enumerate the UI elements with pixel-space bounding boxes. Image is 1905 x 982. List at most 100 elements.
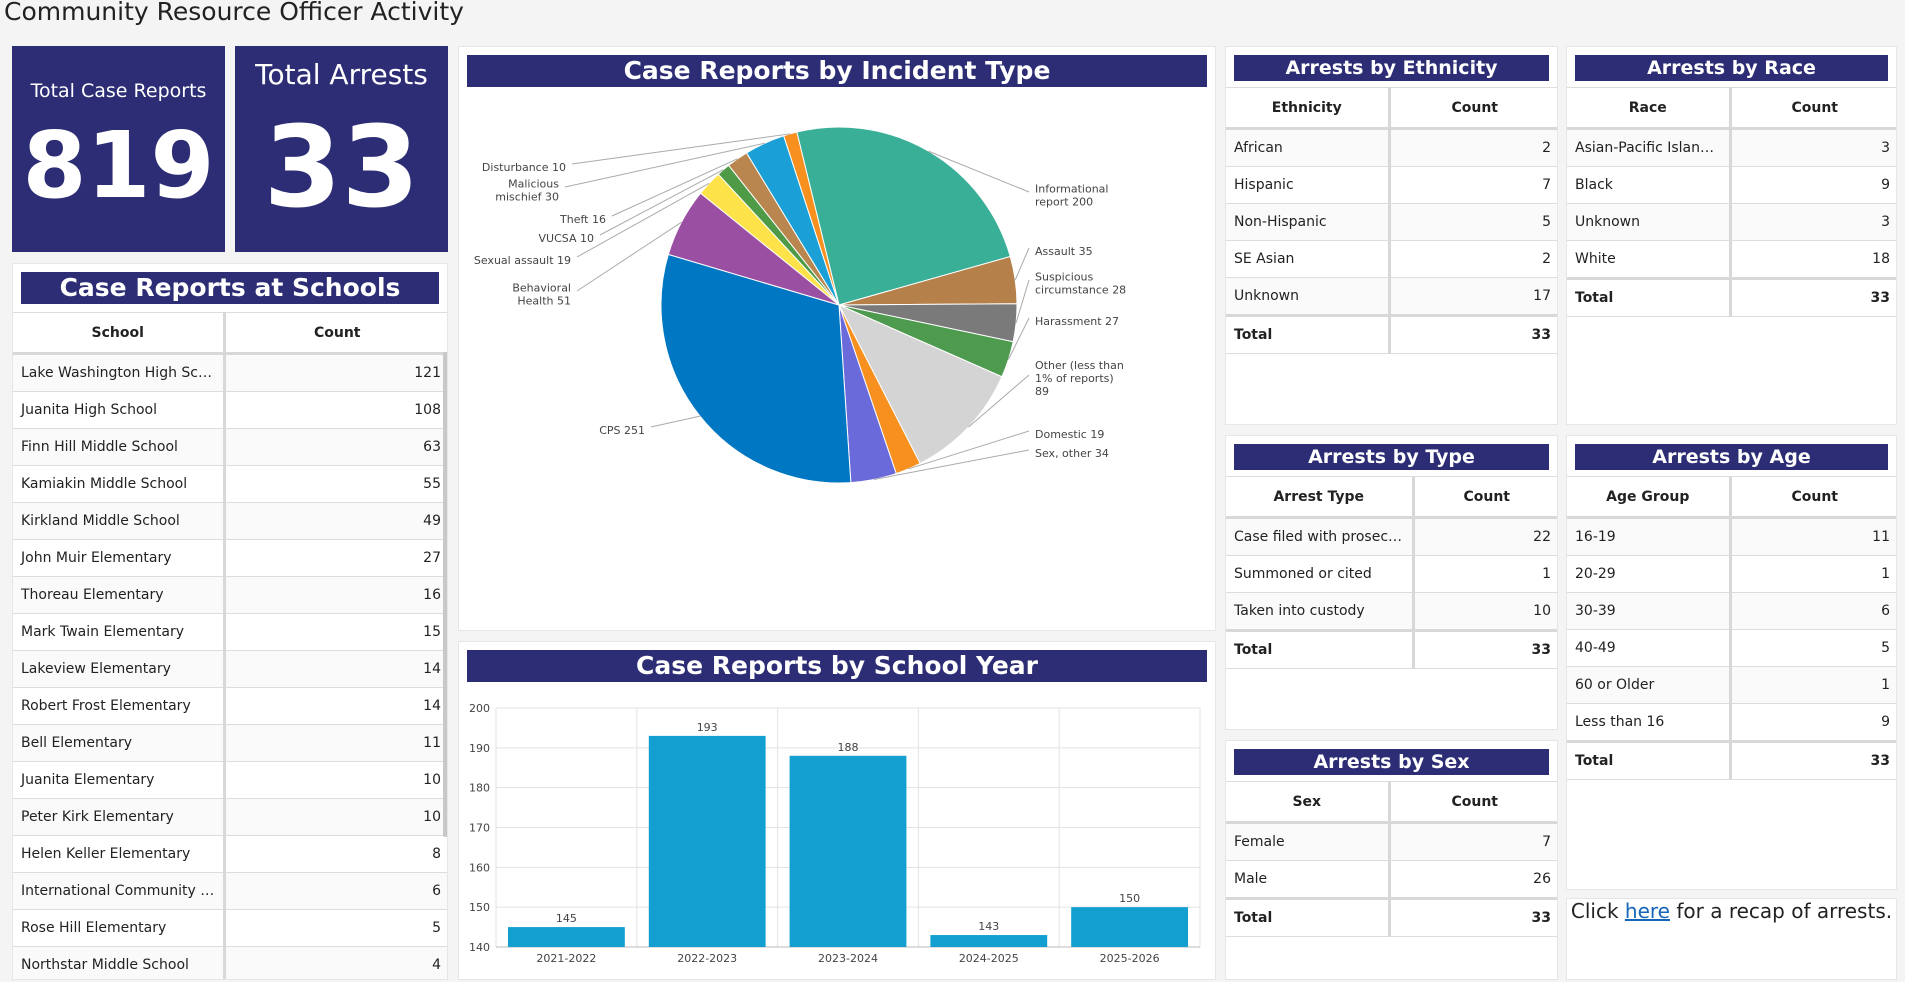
- pie-label: Assault 35: [1035, 245, 1093, 258]
- bar-value-label: 188: [838, 741, 859, 754]
- type-panel: Arrests by Type Arrest Type Count Case fil…: [1225, 435, 1558, 730]
- race-panel: Arrests by Race Race Count Asian-Pacific I…: [1566, 46, 1897, 425]
- row-label: Hispanic: [1226, 166, 1389, 204]
- row-count: 1: [1728, 666, 1896, 704]
- school-count: 14: [222, 687, 447, 725]
- bar-2024-2025[interactable]: [930, 935, 1048, 947]
- school-count: 49: [222, 502, 447, 540]
- column-header[interactable]: Count: [1411, 476, 1557, 519]
- y-tick-label: 140: [469, 941, 490, 954]
- column-header[interactable]: Count: [1728, 476, 1896, 519]
- bar-2022-2023[interactable]: [648, 735, 766, 947]
- table-row: Non-Hispanic 5: [1226, 203, 1557, 241]
- column-header[interactable]: Count: [1387, 87, 1557, 130]
- pie-slice-cps[interactable]: [660, 253, 852, 484]
- row-count: 22: [1411, 517, 1557, 556]
- column-header[interactable]: Count: [1387, 781, 1557, 824]
- pie-leader-line: [968, 374, 1030, 428]
- pie-label: Disturbance 10: [482, 161, 566, 174]
- sex-panel: Arrests by Sex Sex Count Female 7 Male 26 Tota…: [1225, 740, 1558, 980]
- pie-label: Informational report 200: [1035, 183, 1108, 209]
- table-row: Male 26: [1226, 860, 1557, 899]
- school-year-bar-chart: 140 150 160 170 180 190 200 145 2021-2022 193 2022…: [469, 702, 1201, 965]
- row-label: African: [1226, 128, 1389, 167]
- total-count: 33: [1728, 277, 1896, 317]
- school-name: Juanita High School: [13, 391, 224, 429]
- school-count: 6: [222, 872, 447, 910]
- table-row: 20-29 1: [1567, 555, 1896, 593]
- ethnicity-title: Arrests by Ethnicity: [1234, 55, 1549, 81]
- school-name: Peter Kirk Elementary: [13, 798, 224, 836]
- column-header-count[interactable]: Count: [222, 312, 447, 355]
- total-count: 33: [1411, 629, 1557, 669]
- row-label: Taken into custody: [1226, 592, 1413, 631]
- school-count: 27: [222, 539, 447, 577]
- table-row: Unknown 3: [1567, 203, 1896, 241]
- column-header[interactable]: Ethnicity: [1226, 87, 1389, 130]
- school-name: Lakeview Elementary: [13, 650, 224, 688]
- row-label: Unknown: [1226, 277, 1389, 316]
- table-row: Mark Twain Elementary 15: [13, 613, 447, 651]
- total-row: Total 33: [1226, 314, 1557, 354]
- table-row: Case filed with prosecutor 22: [1226, 517, 1557, 556]
- row-count: 26: [1387, 860, 1557, 899]
- column-header[interactable]: Race: [1567, 87, 1730, 130]
- ethnicity-table: Ethnicity Count African 2 Hispanic 7 Non-Hispa…: [1226, 87, 1557, 354]
- race-title: Arrests by Race: [1575, 55, 1888, 81]
- bar-2021-2022[interactable]: [508, 927, 625, 947]
- pie-leader-line: [1007, 317, 1030, 360]
- table-row: Bell Elementary 11: [13, 724, 447, 762]
- table-row: 60 or Older 1: [1567, 666, 1896, 704]
- school-name: Robert Frost Elementary: [13, 687, 224, 725]
- school-name: International Community Sc...: [13, 872, 224, 910]
- pie-label: Other (less than 1% of reports) 89: [1035, 359, 1124, 398]
- table-row: Robert Frost Elementary 14: [13, 687, 447, 725]
- table-row: Juanita Elementary 10: [13, 761, 447, 799]
- school-count: 15: [222, 613, 447, 651]
- row-label: 40-49: [1567, 629, 1730, 667]
- row-count: 7: [1387, 822, 1557, 861]
- school-name: Kamiakin Middle School: [13, 465, 224, 503]
- table-row: 30-39 6: [1567, 592, 1896, 630]
- column-header-school[interactable]: School: [13, 312, 224, 355]
- ethnicity-panel: Arrests by Ethnicity Ethnicity Count Afric…: [1225, 46, 1558, 425]
- pie-leader-line: [576, 182, 710, 258]
- pie-title: Case Reports by Incident Type: [467, 55, 1207, 87]
- schools-scrollbar[interactable]: [443, 352, 447, 837]
- school-count: 55: [222, 465, 447, 503]
- total-count: 33: [1387, 897, 1557, 937]
- row-count: 2: [1387, 240, 1557, 278]
- school-count: 5: [222, 909, 447, 947]
- column-header[interactable]: Count: [1728, 87, 1896, 130]
- row-label: White: [1567, 240, 1730, 279]
- pie-leader-line: [928, 150, 1030, 193]
- school-count: 108: [222, 391, 447, 429]
- y-tick-label: 160: [469, 861, 490, 874]
- pie-slice-disturbance[interactable]: [783, 131, 840, 306]
- column-header[interactable]: Sex: [1226, 781, 1389, 824]
- row-count: 3: [1728, 203, 1896, 241]
- x-tick-label: 2025-2026: [1100, 952, 1160, 965]
- school-name: Lake Washington High School: [13, 353, 224, 392]
- column-header[interactable]: Arrest Type: [1226, 476, 1413, 519]
- pie-slice-other-less-than-1-of-reports-[interactable]: [837, 303, 1003, 465]
- x-tick-label: 2021-2022: [536, 952, 596, 965]
- page-title: Community Resource Officer Activity: [4, 0, 464, 26]
- bar-2023-2024[interactable]: [789, 755, 907, 947]
- y-tick-label: 200: [469, 702, 490, 715]
- table-row: Female 7: [1226, 822, 1557, 861]
- total-label: Total: [1226, 314, 1389, 354]
- pie-label: Domestic 19: [1035, 428, 1104, 441]
- column-header[interactable]: Age Group: [1567, 476, 1730, 519]
- bar-2025-2026[interactable]: [1071, 907, 1188, 947]
- pie-leader-line: [873, 449, 1030, 481]
- pie-slice-informational-report[interactable]: [796, 126, 1011, 306]
- table-row: Summoned or cited 1: [1226, 555, 1557, 593]
- recap-link[interactable]: here: [1624, 899, 1670, 923]
- recap-panel: Click here for a recap of arrests.: [1566, 898, 1897, 980]
- race-table: Race Count Asian-Pacific Islander 3 Black 9 Un…: [1567, 87, 1896, 317]
- pie-panel: Case Reports by Incident Type Informatio…: [458, 46, 1216, 631]
- incident-type-pie-chart: Informational report 200 Assault 35 Suspici…: [474, 126, 1126, 484]
- table-row: Lakeview Elementary 14: [13, 650, 447, 688]
- pie-label: CPS 251: [599, 424, 645, 437]
